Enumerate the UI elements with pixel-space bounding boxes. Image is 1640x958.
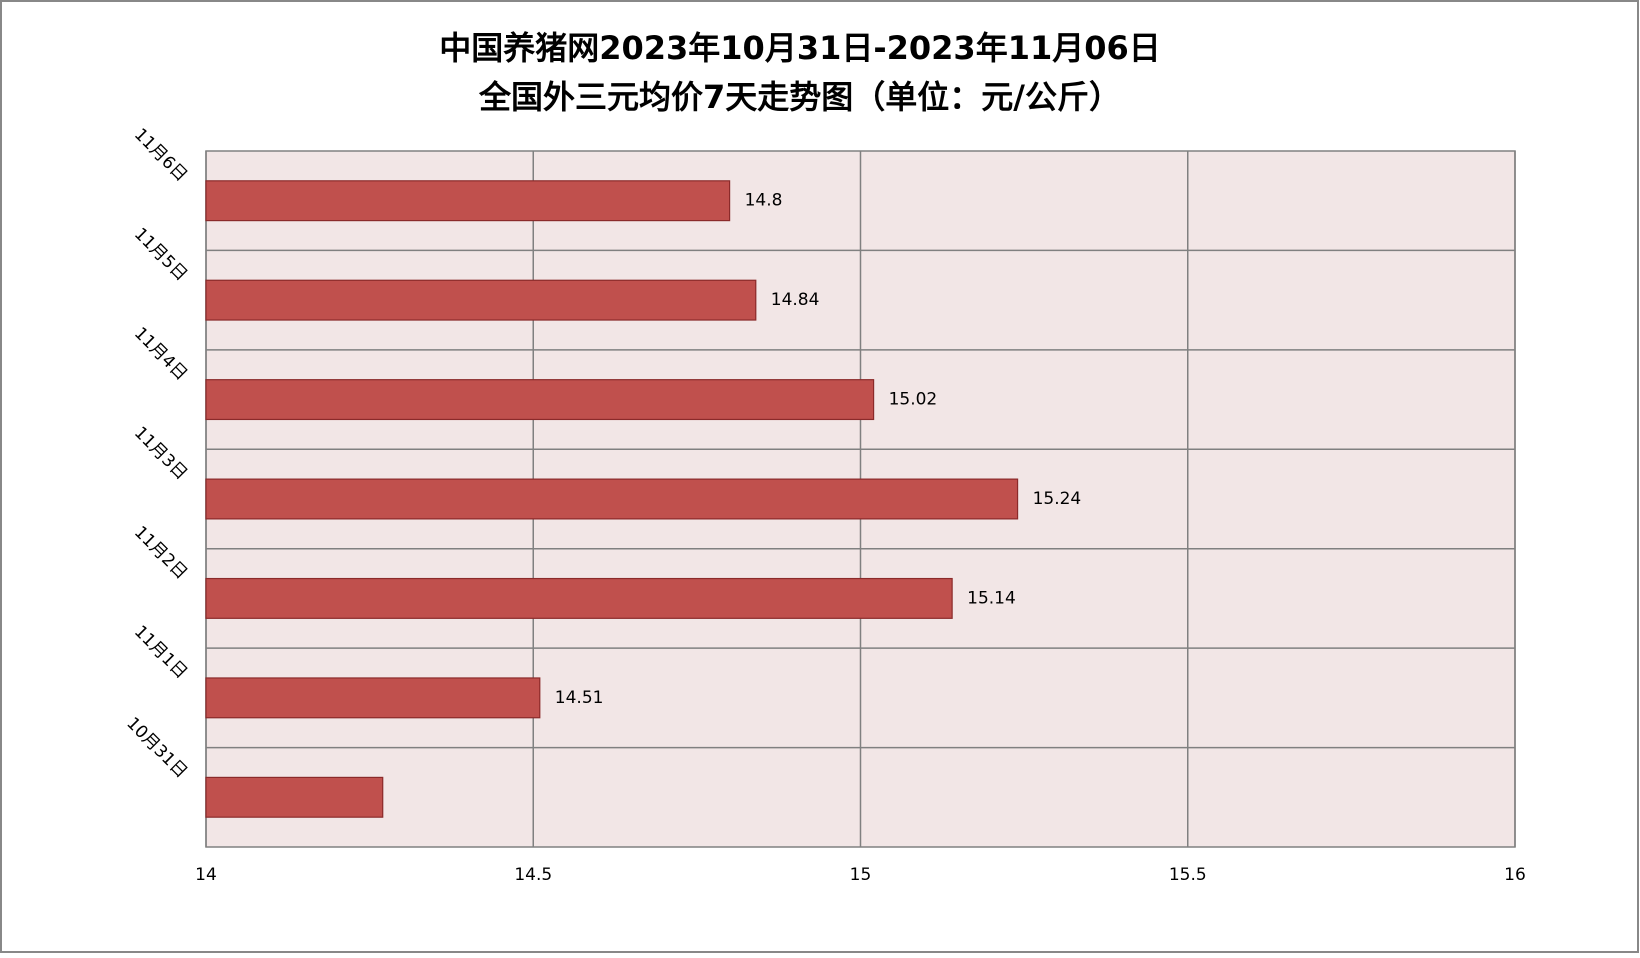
bar [205, 577, 953, 619]
x-tick-label: 15 [850, 865, 872, 885]
x-tick-label: 16 [1504, 865, 1526, 885]
value-label: 14.84 [771, 290, 820, 310]
value-label: 14.8 [745, 191, 783, 211]
value-label: 15.02 [889, 390, 938, 410]
bar [205, 379, 875, 421]
x-tick-label: 14 [195, 865, 217, 885]
chart-title: 中国养猪网2023年10月31日-2023年11月06日 [439, 29, 1161, 67]
value-label: 15.24 [1033, 489, 1082, 509]
bar [205, 677, 541, 719]
bar [205, 776, 384, 818]
value-label: 15.14 [967, 588, 1016, 608]
value-label: 14.51 [555, 688, 604, 708]
x-tick-label: 15.5 [1169, 865, 1207, 885]
chart-title: 全国外三元均价7天走势图（单位：元/公斤） [478, 78, 1121, 116]
bar [205, 478, 1019, 520]
bar [205, 180, 731, 222]
x-tick-label: 14.5 [514, 865, 552, 885]
bar [205, 279, 757, 321]
